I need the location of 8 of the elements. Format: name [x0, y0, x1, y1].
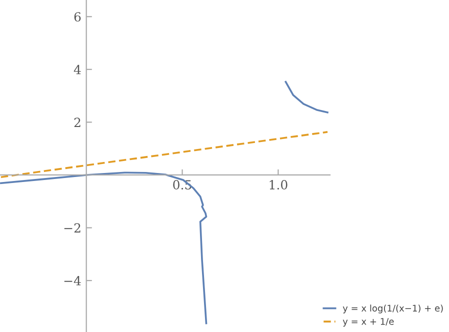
y-tick-label: −4 — [64, 276, 81, 286]
x-tick-label: 1.0 — [270, 180, 288, 190]
y-tick-label: −2 — [64, 223, 80, 233]
y-tick-label: 6 — [74, 12, 81, 22]
y-tick-label: 2 — [74, 118, 80, 127]
legend-label: y = x + 1/e — [342, 318, 394, 327]
legend-label: y = x log(1/(x−1) + e) — [342, 304, 443, 314]
y-tick-label: 4 — [74, 64, 81, 74]
